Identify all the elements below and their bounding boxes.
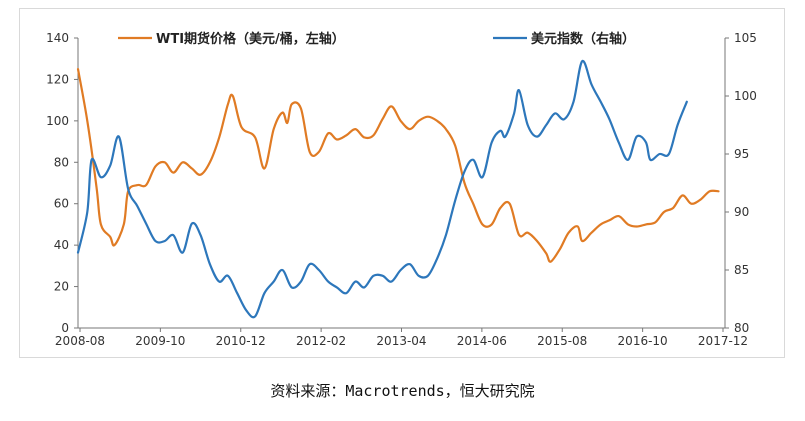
source-note: 资料来源：Macrotrends，恒大研究院 xyxy=(270,382,535,400)
x-tick-label: 2008-08 xyxy=(55,334,105,348)
left-tick-label: 40 xyxy=(54,238,69,252)
x-tick-label: 2015-08 xyxy=(537,334,587,348)
axes: 0 20 40 60 80 100 120 140 80 85 90 95 100 105 2008-08 2… xyxy=(46,31,757,348)
left-tick-label: 140 xyxy=(46,31,69,45)
x-tick-label: 2010-12 xyxy=(216,334,266,348)
x-tick-label: 2013-04 xyxy=(376,334,426,348)
legend-item-wti: WTI期货价格（美元/桶，左轴） xyxy=(118,31,345,47)
right-tick-label: 90 xyxy=(734,205,749,219)
left-tick-label: 120 xyxy=(46,72,69,86)
x-tick-label: 2014-06 xyxy=(457,334,507,348)
legend-label: WTI期货价格（美元/桶，左轴） xyxy=(156,31,345,47)
x-tick-label: 2009-10 xyxy=(135,334,185,348)
series-line-usd-index xyxy=(76,59,688,319)
right-tick-label: 80 xyxy=(734,321,749,335)
legend: WTI期货价格（美元/桶，左轴） 美元指数（右轴） xyxy=(118,31,635,47)
chart: 0 20 40 60 80 100 120 140 80 85 90 95 100 105 2008-08 2… xyxy=(46,31,757,348)
left-tick-label: 0 xyxy=(61,321,69,335)
chart-frame xyxy=(19,8,785,358)
left-tick-label: 20 xyxy=(54,280,69,294)
x-tick-label: 2012-02 xyxy=(296,334,346,348)
left-tick-label: 100 xyxy=(46,114,69,128)
legend-label: 美元指数（右轴） xyxy=(531,31,635,47)
x-tick-label: 2016-10 xyxy=(618,334,668,348)
x-tick-label: 2017-12 xyxy=(698,334,748,348)
plot-area xyxy=(76,59,720,319)
right-tick-label: 100 xyxy=(734,89,757,103)
series-line-wti xyxy=(76,68,720,263)
legend-item-usd-index: 美元指数（右轴） xyxy=(493,31,635,47)
right-tick-label: 85 xyxy=(734,263,749,277)
right-tick-label: 105 xyxy=(734,31,757,45)
left-tick-label: 80 xyxy=(54,155,69,169)
right-tick-label: 95 xyxy=(734,147,749,161)
left-tick-label: 60 xyxy=(54,197,69,211)
